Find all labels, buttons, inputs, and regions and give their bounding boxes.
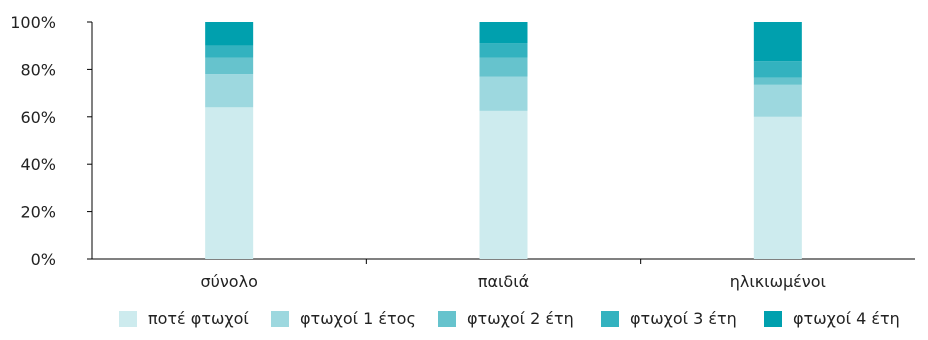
- bar-segment: [753, 84, 802, 117]
- legend-label: φτωχοί 2 έτη: [467, 309, 574, 328]
- y-tick-label: 60%: [20, 108, 56, 127]
- bar-segment: [205, 45, 254, 58]
- bar-segment: [753, 22, 802, 62]
- y-tick-label: 100%: [10, 13, 56, 32]
- legend-swatch: [601, 311, 619, 327]
- legend-label: φτωχοί 4 έτη: [793, 309, 900, 328]
- bar-segment: [479, 57, 528, 77]
- legend-label: φτωχοί 1 έτος: [300, 309, 416, 328]
- bar-segment: [479, 76, 528, 111]
- y-tick-label: 20%: [20, 203, 56, 222]
- legend-label: ποτέ φτωχοί: [148, 309, 249, 328]
- legend-swatch: [119, 311, 137, 327]
- bar-segment: [479, 22, 528, 44]
- x-tick-label: σύνολο: [200, 272, 257, 291]
- y-tick-label: 80%: [20, 60, 56, 79]
- bar-segment: [479, 110, 528, 259]
- bar-segment: [479, 43, 528, 58]
- bar-segment: [205, 74, 254, 108]
- x-axis: σύνολο παιδιά ηλικιωμένοι: [92, 258, 915, 291]
- y-axis: 0% 20% 40% 60% 80% 100%: [10, 13, 93, 269]
- legend-label: φτωχοί 3 έτη: [630, 309, 737, 328]
- bar-segment: [753, 116, 802, 259]
- legend-swatch: [764, 311, 782, 327]
- bar-segment: [753, 61, 802, 78]
- legend-swatch: [438, 311, 456, 327]
- bar-segment: [205, 57, 254, 75]
- bar-segment: [205, 107, 254, 259]
- x-tick-label: παιδιά: [478, 272, 529, 291]
- bar-segment: [205, 22, 254, 46]
- legend: ποτέ φτωχοί φτωχοί 1 έτος φτωχοί 2 έτη φτωχ…: [119, 309, 900, 328]
- y-tick-label: 0%: [31, 250, 56, 269]
- bar-segment: [753, 77, 802, 85]
- legend-swatch: [271, 311, 289, 327]
- x-tick-label: ηλικιωμένοι: [730, 272, 826, 291]
- bars: [205, 22, 802, 259]
- y-tick-label: 40%: [20, 155, 56, 174]
